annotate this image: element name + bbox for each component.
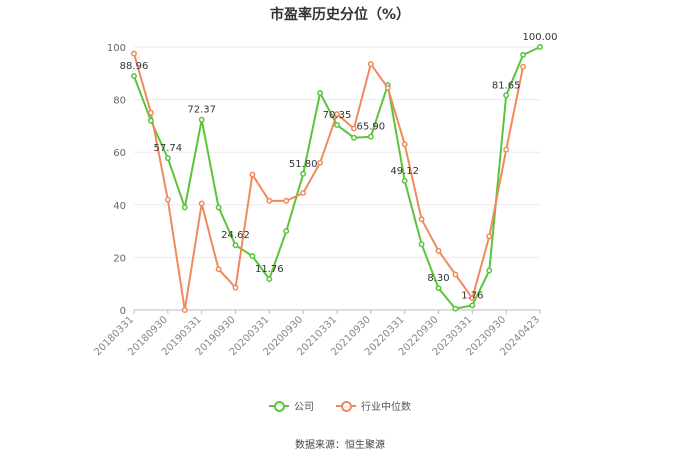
data-point-series-0: [232, 242, 239, 249]
data-label: 51.80: [289, 159, 318, 170]
data-label: 72.37: [187, 105, 216, 116]
series-line-0: [133, 46, 541, 310]
data-point-series-1: [232, 284, 239, 291]
data-point-series-1: [215, 266, 222, 273]
data-point-series-1: [283, 197, 290, 204]
data-point-series-1: [367, 61, 374, 68]
data-point-series-1: [131, 50, 137, 57]
y-axis: 0 20 40 60 80 100: [107, 43, 126, 317]
data-label: 70.35: [323, 110, 352, 121]
data-point-series-0: [469, 302, 476, 309]
data-point-series-0: [317, 90, 324, 96]
data-point-series-1: [486, 233, 493, 240]
data-point-series-0: [401, 177, 408, 184]
series-line-1: [133, 53, 525, 311]
legend-item-company[interactable]: 公司: [269, 398, 314, 413]
data-point-series-1: [435, 247, 442, 254]
data-label: 24.62: [221, 230, 250, 241]
data-point-series-1: [198, 200, 205, 207]
data-point-series-1: [300, 190, 307, 196]
data-point-series-0: [367, 133, 374, 140]
data-point-series-1: [317, 159, 324, 166]
data-point-series-0: [300, 170, 307, 177]
data-point-series-0: [266, 276, 273, 283]
data-point-series-0: [181, 204, 188, 211]
data-point-series-1: [249, 171, 256, 178]
data-point-series-1: [147, 109, 154, 116]
data-point-series-1: [384, 84, 391, 91]
y-tick-label: 20: [113, 253, 126, 264]
data-point-series-1: [401, 141, 408, 148]
data-point-series-1: [418, 216, 425, 223]
data-point-series-0: [131, 73, 137, 79]
data-label: 11.76: [255, 264, 284, 275]
data-label: 88.96: [120, 61, 149, 72]
data-point-series-1: [164, 196, 171, 203]
y-tick-label: 0: [120, 306, 126, 317]
data-point-series-1: [503, 146, 510, 153]
data-point-series-1: [181, 307, 188, 313]
series-lines: [133, 46, 541, 311]
data-point-series-1: [350, 125, 357, 132]
data-label: 57.74: [154, 143, 183, 154]
y-tick-label: 40: [113, 201, 126, 212]
series-points: [131, 44, 543, 313]
data-source: 数据来源：恒生聚源: [295, 440, 385, 451]
legend-label-industry-median: 行业中位数: [361, 402, 411, 413]
data-point-series-0: [334, 122, 340, 128]
legend-label-company: 公司: [294, 402, 314, 413]
data-point-series-0: [350, 134, 357, 141]
grid-lines: [134, 46, 540, 258]
data-point-series-0: [215, 204, 222, 211]
data-point-series-1: [266, 197, 273, 204]
chart-title: 市盈率历史分位（%）: [269, 7, 411, 23]
data-point-series-0: [147, 117, 154, 124]
legend: 公司 行业中位数: [0, 398, 680, 413]
data-point-series-0: [198, 116, 205, 123]
data-point-series-1: [469, 295, 476, 302]
data-label: 65.90: [357, 122, 386, 133]
data-point-series-0: [249, 253, 256, 260]
x-axis: 2018033120180930201903312019093020200331…: [92, 309, 542, 358]
data-label: 49.12: [390, 166, 419, 177]
data-point-series-1: [334, 111, 340, 118]
data-point-series-0: [486, 267, 493, 274]
data-point-series-0: [164, 155, 171, 162]
data-labels: 88.96 57.74 72.37 24.62 11.76 51.80 70.35 65.90…: [120, 32, 558, 301]
data-point-series-0: [283, 228, 290, 235]
data-label: 1.76: [461, 290, 483, 301]
y-tick-label: 80: [113, 96, 126, 107]
data-point-series-0: [520, 51, 527, 58]
data-point-series-0: [418, 241, 425, 248]
legend-item-industry-median[interactable]: 行业中位数: [336, 398, 411, 413]
data-point-series-0: [435, 285, 442, 292]
y-tick-label: 100: [107, 43, 126, 54]
y-tick-label: 60: [113, 148, 126, 159]
legend-swatch-industry-median: [336, 400, 356, 412]
data-point-series-0: [452, 305, 459, 312]
data-point-series-0: [537, 44, 543, 50]
data-point-series-1: [520, 63, 527, 70]
legend-swatch-company: [269, 400, 289, 412]
data-label: 100.00: [523, 32, 558, 43]
data-point-series-1: [452, 271, 459, 278]
data-label: 8.30: [427, 273, 449, 284]
data-point-series-0: [503, 92, 510, 99]
data-label: 81.65: [492, 80, 521, 91]
